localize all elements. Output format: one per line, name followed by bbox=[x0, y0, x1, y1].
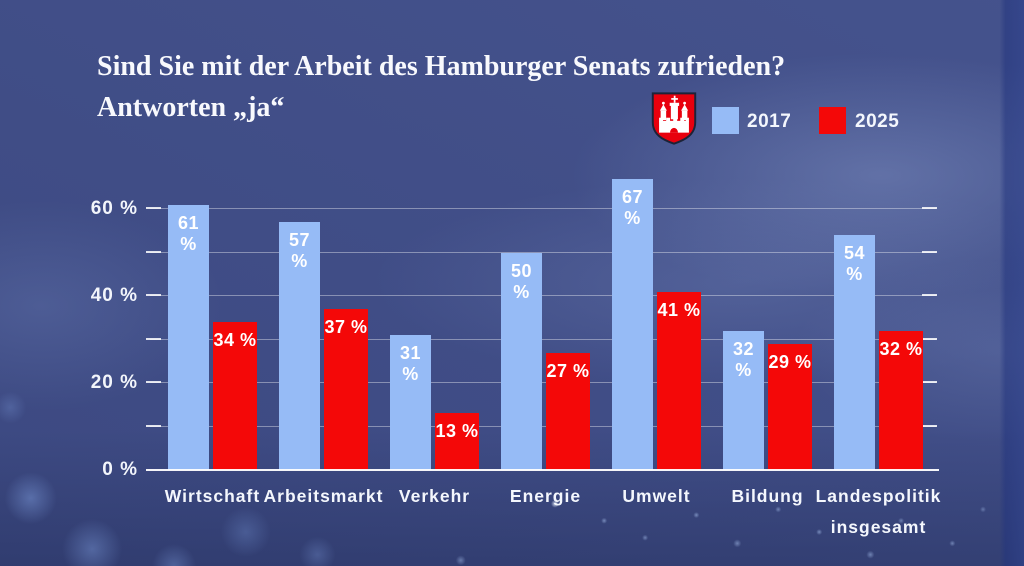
legend-swatch-2025 bbox=[819, 107, 846, 134]
legend-swatch-2017 bbox=[712, 107, 739, 134]
bar-2025-wirtschaft: 34 % bbox=[213, 322, 257, 470]
bar-value-label: 54 % bbox=[843, 243, 866, 285]
gridline-60 bbox=[146, 207, 937, 209]
bar-value-label: 41 % bbox=[657, 299, 701, 320]
bar-value-label: 32 % bbox=[732, 338, 755, 380]
y-tick-label-60: 60 % bbox=[90, 198, 138, 219]
bar-2017-landespolitik-insgesamt: 54 % bbox=[834, 235, 875, 470]
bar-value-label: 13 % bbox=[435, 421, 479, 442]
gridline-40 bbox=[146, 294, 937, 296]
bar-2025-bildung: 29 % bbox=[768, 343, 812, 470]
category-label-arbeitsmarkt: Arbeitsmarkt bbox=[263, 486, 384, 506]
legend-label-2017: 2017 bbox=[747, 111, 792, 132]
bar-value-label: 67 % bbox=[621, 186, 644, 228]
plot-area: 61 % 34 % 57 % 37 % 31 % 13 % 50 % 27 % 67 % 41 %… bbox=[146, 170, 937, 470]
bar-2017-energie: 50 % bbox=[501, 252, 542, 470]
legend-label-2025: 2025 bbox=[855, 111, 900, 132]
gridline-10 bbox=[146, 424, 937, 427]
category-label-wirtschaft: Wirtschaft bbox=[164, 486, 261, 506]
bar-value-label: 57 % bbox=[288, 230, 311, 272]
bar-2017-verkehr: 31 % bbox=[390, 335, 431, 470]
bar-value-label: 29 % bbox=[768, 351, 812, 372]
chart-title: Sind Sie mit der Arbeit des Hamburger Se… bbox=[97, 46, 785, 128]
bar-2017-umwelt: 67 % bbox=[612, 178, 653, 470]
category-label-landespolitik-insgesamt: Landespolitik insgesamt bbox=[815, 486, 942, 537]
gridline-30 bbox=[146, 337, 937, 340]
bar-value-label: 50 % bbox=[510, 260, 533, 302]
gridline-20 bbox=[146, 381, 937, 383]
bar-value-label: 31 % bbox=[399, 343, 422, 385]
bar-2017-arbeitsmarkt: 57 % bbox=[279, 222, 320, 470]
bar-value-label: 37 % bbox=[324, 317, 368, 338]
category-label-energie: Energie bbox=[509, 486, 582, 506]
bar-value-label: 32 % bbox=[879, 338, 923, 359]
bar-2025-energie: 27 % bbox=[546, 352, 590, 470]
category-label-umwelt: Umwelt bbox=[622, 486, 691, 506]
category-label-verkehr: Verkehr bbox=[398, 486, 471, 506]
bar-2017-wirtschaft: 61 % bbox=[168, 204, 209, 470]
bar-2025-arbeitsmarkt: 37 % bbox=[324, 309, 368, 470]
bar-value-label: 34 % bbox=[213, 330, 257, 351]
gridline-50 bbox=[146, 250, 937, 253]
bar-2025-verkehr: 13 % bbox=[435, 413, 479, 470]
y-tick-label-20: 20 % bbox=[90, 372, 138, 393]
bar-2017-bildung: 32 % bbox=[723, 330, 764, 470]
bar-value-label: 27 % bbox=[546, 360, 590, 381]
chart-title-line1: Sind Sie mit der Arbeit des Hamburger Se… bbox=[97, 51, 786, 82]
hamburg-crest-icon bbox=[651, 92, 697, 145]
category-label-bildung: Bildung bbox=[731, 486, 804, 506]
bar-value-label: 61 % bbox=[177, 212, 200, 254]
bar-2025-umwelt: 41 % bbox=[657, 291, 701, 470]
y-tick-label-40: 40 % bbox=[90, 285, 138, 306]
x-axis-baseline bbox=[146, 469, 939, 471]
bar-2025-landespolitik-insgesamt: 32 % bbox=[879, 330, 923, 470]
y-tick-label-0: 0 % bbox=[102, 459, 138, 480]
chart-title-line2: Antworten „ja“ bbox=[97, 92, 285, 123]
